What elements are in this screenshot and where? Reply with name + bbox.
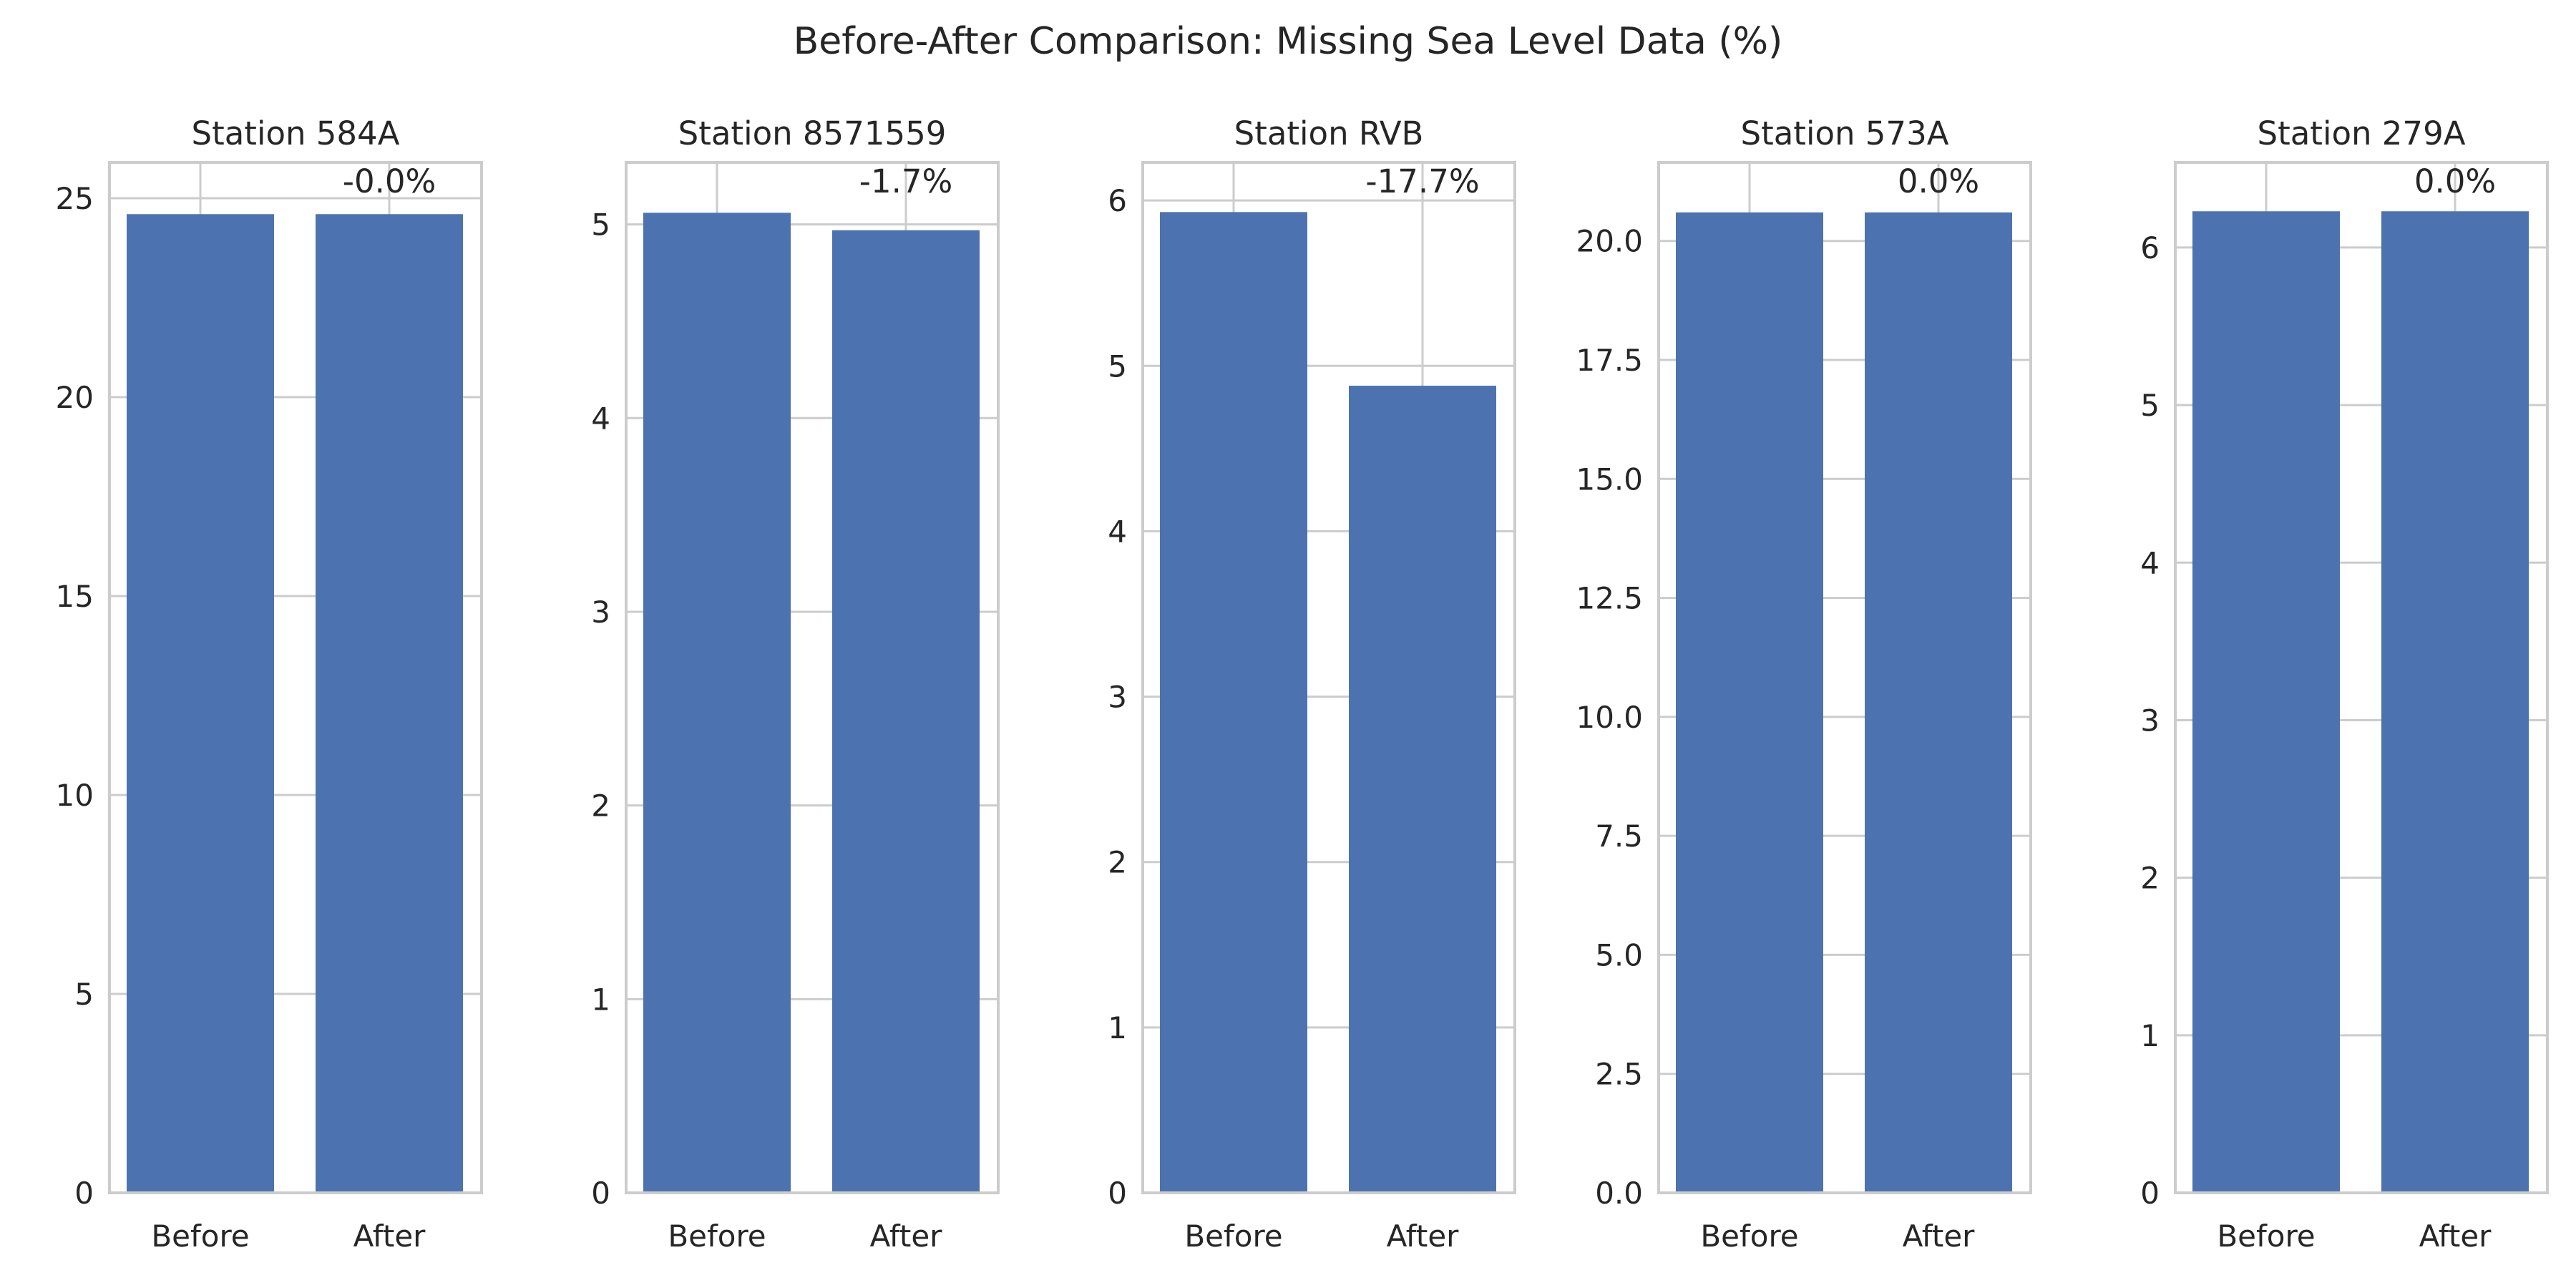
bar-after [1865,212,2012,1193]
panel-5: 0 1 2 3 4 5 6 Before After Station 279A 0.0% [2140,114,2549,1254]
y-tick-label: 5 [2140,388,2160,423]
y-tick-label: 4 [591,401,610,436]
x-tick-label: Before [1184,1219,1282,1254]
plot-frame [1141,161,1516,1194]
y-tick-label: 0 [74,1176,94,1211]
bar-after [316,214,463,1194]
panel-title: Station 584A [192,114,400,152]
x-tick-label: After [870,1219,943,1254]
y-tick-label: 15.0 [1576,462,1643,497]
y-tick-label: 4 [1108,514,1127,549]
y-tick-label: 2 [1108,845,1127,880]
bar-after [832,230,980,1194]
x-tick-label: Before [1700,1219,1798,1254]
x-tick-label: Before [668,1219,766,1254]
bar-before [1160,212,1307,1193]
y-tick-label: 5 [591,208,610,243]
y-tick-label: 0 [591,1176,610,1211]
panel-title: Station 573A [1741,114,1949,152]
x-tick-label: After [1903,1219,1976,1254]
y-tick-label: 0 [2140,1176,2160,1211]
y-tick-label: 3 [591,595,610,630]
y-tick-label: 2 [591,789,610,824]
change-annotation: -0.0% [343,162,436,200]
bar-before [127,214,274,1194]
plot-frame [108,161,483,1194]
plot-frame [1657,161,2032,1194]
y-tick-label: 20.0 [1576,224,1643,259]
y-tick-label: 20 [56,380,94,415]
y-tick-label: 7.5 [1595,819,1643,854]
y-tick-label: 1 [1108,1010,1127,1045]
panel-title: Station 279A [2258,114,2466,152]
y-tick-label: 25 [56,181,94,216]
panel-title: Station 8571559 [678,114,947,152]
y-tick-label: 3 [2140,703,2160,738]
x-tick-label: Before [2217,1219,2315,1254]
y-tick-label: 6 [2140,230,2160,265]
y-tick-label: 0 [1108,1176,1127,1211]
y-tick-label: 6 [1108,183,1127,218]
y-tick-label: 10.0 [1576,700,1643,735]
bar-before [2192,211,2340,1194]
bar-before [1676,212,1823,1193]
bar-before [643,213,791,1193]
y-tick-label: 10 [56,778,94,813]
bar-after [2381,211,2529,1194]
y-tick-label: 15 [56,579,94,614]
change-annotation: -1.7% [859,162,953,200]
change-annotation: -17.7% [1365,162,1479,200]
y-tick-label: 5.0 [1595,937,1643,972]
plot-frame [625,161,1000,1194]
y-tick-label: 5 [74,977,94,1012]
y-tick-label: 4 [2140,545,2160,580]
panel-1: 0 5 10 15 20 25 Before After Station 584A -0.0% [56,114,483,1254]
x-tick-label: Before [151,1219,249,1254]
panel-title: Station RVB [1234,114,1424,152]
y-tick-label: 3 [1108,680,1127,715]
y-tick-label: 5 [1108,348,1127,384]
plot-frame [2174,161,2549,1194]
figure-title: Before-After Comparison: Missing Sea Lev… [794,20,1783,63]
x-tick-label: After [1387,1219,1460,1254]
change-annotation: 0.0% [1898,162,1979,200]
y-tick-label: 2 [2140,861,2160,896]
y-tick-label: 17.5 [1576,343,1643,378]
y-tick-label: 2.5 [1595,1057,1643,1092]
y-tick-label: 1 [2140,1018,2160,1053]
x-tick-label: After [2419,1219,2492,1254]
change-annotation: 0.0% [2414,162,2496,200]
panel-2: 0 1 2 3 4 5 Before After Station 8571559 -1.7% [591,114,1000,1254]
bar-after [1349,386,1496,1193]
y-tick-label: 1 [591,982,610,1017]
panel-3: 0 1 2 3 4 5 6 Before After Station RVB -17.7% [1108,114,1516,1254]
x-tick-label: After [353,1219,426,1254]
y-tick-label: 0.0 [1595,1176,1643,1211]
y-tick-label: 12.5 [1576,581,1643,616]
panel-4: 0.0 2.5 5.0 7.5 10.0 12.5 15.0 17.5 20.0 Before Af… [1576,114,2032,1254]
